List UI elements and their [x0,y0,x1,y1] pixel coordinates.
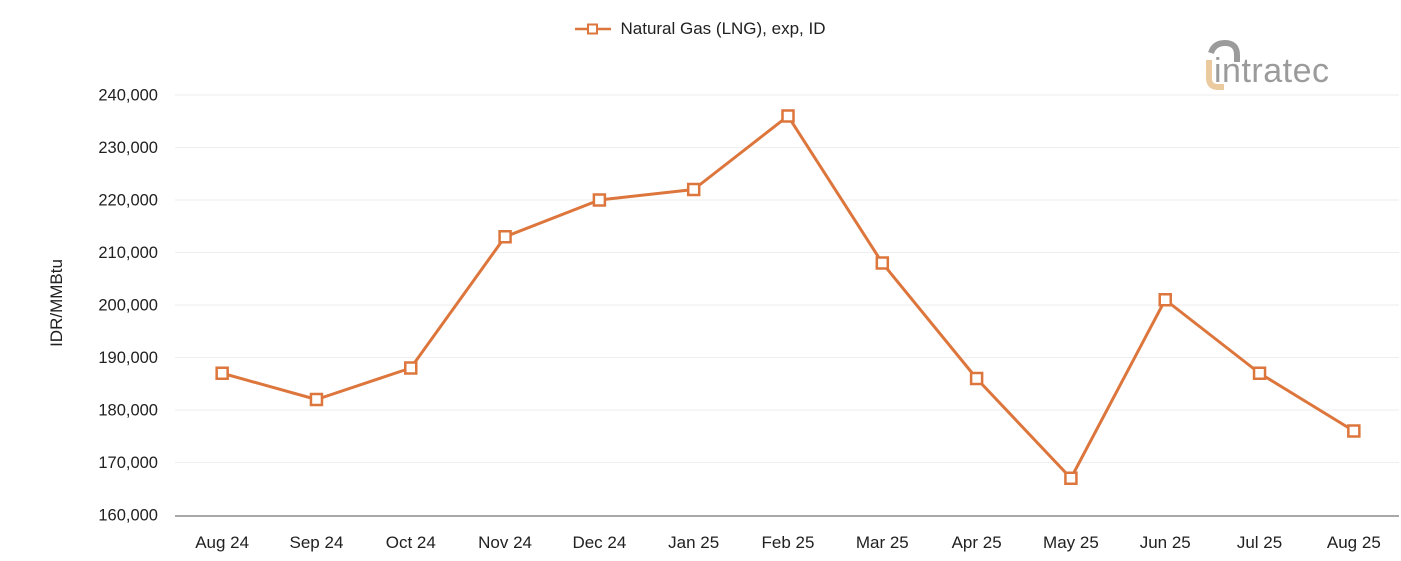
legend-line-marker-icon [575,23,612,35]
y-axis-title: IDR/MMBtu [47,259,66,347]
y-tick-label: 210,000 [98,244,158,262]
y-tick-label: 220,000 [98,192,158,210]
data-point-marker[interactable] [309,392,324,407]
data-point-marker[interactable] [215,366,229,380]
y-tick-label: 160,000 [98,507,158,525]
x-tick-label: Oct 24 [386,533,436,552]
data-point-marker[interactable] [498,230,512,244]
y-tick-label: 190,000 [98,349,158,367]
y-tick-label: 200,000 [98,297,158,315]
data-point-marker[interactable] [969,371,984,386]
data-point-marker[interactable] [404,361,418,375]
x-tick-label: Mar 25 [856,533,909,552]
data-point-marker[interactable] [1252,366,1267,380]
chart-legend[interactable]: Natural Gas (LNG), exp, ID [0,16,1401,42]
y-tick-label: 170,000 [98,454,158,472]
data-point-marker[interactable] [1064,471,1078,485]
x-tick-label: Aug 24 [195,533,249,552]
x-tick-label: Jul 25 [1237,533,1282,552]
data-point-marker[interactable] [686,182,701,197]
x-tick-label: Jan 25 [668,533,719,552]
logo-tan-bracket-icon [1206,60,1224,90]
y-tick-label: 230,000 [98,139,158,157]
y-tick-label: 240,000 [98,87,158,105]
x-tick-label: Sep 24 [290,533,344,552]
x-tick-label: Apr 25 [952,533,1002,552]
data-point-marker[interactable] [875,256,890,270]
data-point-marker[interactable] [781,109,795,123]
y-tick-label: 180,000 [98,402,158,420]
x-tick-label: Jun 25 [1140,533,1191,552]
x-tick-label: Dec 24 [572,533,626,552]
x-tick-label: Feb 25 [762,533,815,552]
logo-text: intratec [1214,52,1330,90]
intratec-logo-graphic: intratec [1206,39,1330,90]
x-tick-label: Aug 25 [1327,533,1381,552]
legend-label: Natural Gas (LNG), exp, ID [620,19,826,38]
series-line[interactable] [221,114,1355,480]
x-tick-label: Nov 24 [478,533,532,552]
data-point-marker[interactable] [592,193,607,207]
x-tick-label: May 25 [1043,533,1099,552]
logo-gray-hook-icon [1208,39,1240,62]
data-point-marker[interactable] [1158,293,1172,307]
intratec-logo: intratec [1201,36,1371,99]
data-point-marker[interactable] [1347,424,1361,438]
